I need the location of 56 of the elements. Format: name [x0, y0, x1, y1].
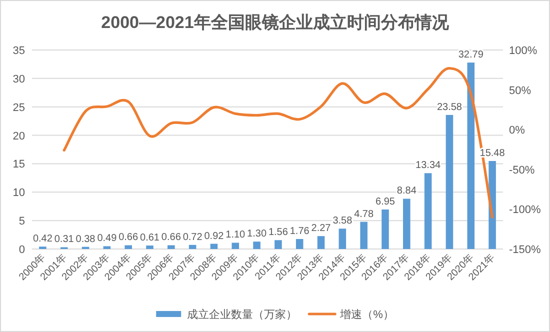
- data-label: 1.56: [268, 227, 288, 238]
- data-label: 32.79: [458, 50, 484, 61]
- y-tick-label: 25: [12, 102, 25, 114]
- y-tick-label: 35: [12, 45, 25, 57]
- bar: [382, 209, 389, 249]
- data-label: 3.58: [332, 216, 353, 227]
- y-tick-label: 15: [12, 158, 25, 171]
- bar: [446, 114, 454, 249]
- bar: [168, 245, 175, 249]
- data-label: 1.30: [247, 228, 267, 240]
- bar: [210, 244, 218, 249]
- y2-tick-label: 100%: [509, 45, 538, 57]
- y2-tick-label: -100%: [509, 204, 542, 216]
- y2-tick-label: 50%: [509, 84, 532, 97]
- bar: [232, 242, 240, 249]
- chart-title: 2000—2021年全国眼镜企业成立时间分布情况: [101, 13, 450, 32]
- data-label: 0.38: [76, 234, 96, 245]
- bar: [296, 238, 304, 249]
- bar: [403, 198, 410, 249]
- y-tick-label: 0: [18, 244, 25, 256]
- y2-tick-label: 0%: [509, 124, 526, 137]
- bar: [103, 246, 111, 249]
- data-label: 0.61: [140, 232, 160, 244]
- y2-tick-label: -150%: [509, 244, 542, 256]
- data-label: 13.34: [416, 160, 442, 172]
- y-tick-label: 5: [18, 216, 25, 228]
- y-tick-label: 10: [12, 187, 25, 200]
- bar: [146, 246, 154, 249]
- data-label: 0.31: [54, 234, 74, 246]
- data-label: 8.84: [396, 186, 417, 197]
- bar: [338, 228, 346, 249]
- data-label: 0.66: [161, 232, 182, 244]
- data-label: 4.78: [354, 208, 374, 220]
- y2-tick-label: -50%: [509, 164, 535, 176]
- bar: [360, 222, 368, 249]
- data-label: 6.95: [376, 196, 396, 208]
- data-label: 0.66: [118, 232, 139, 244]
- y-tick-label: 30: [12, 73, 25, 86]
- legend-label: 增速（%）: [339, 308, 394, 321]
- bar: [467, 62, 475, 249]
- bar: [274, 240, 282, 249]
- bar: [253, 242, 260, 249]
- data-label: 0.92: [204, 230, 224, 242]
- data-label: 0.72: [182, 232, 203, 243]
- y-tick-label: 20: [12, 130, 25, 142]
- data-label: 0.42: [32, 234, 53, 245]
- bar: [188, 244, 196, 249]
- data-label: 23.58: [436, 102, 462, 113]
- data-label: 2.27: [311, 223, 332, 234]
- data-label: 1.10: [226, 230, 246, 241]
- data-label: 0.49: [97, 233, 118, 244]
- data-label: 1.76: [290, 226, 310, 237]
- bar: [424, 173, 432, 249]
- legend-label: 成立企业数量（万家）: [187, 308, 298, 321]
- bar: [317, 236, 325, 249]
- bar: [124, 245, 132, 249]
